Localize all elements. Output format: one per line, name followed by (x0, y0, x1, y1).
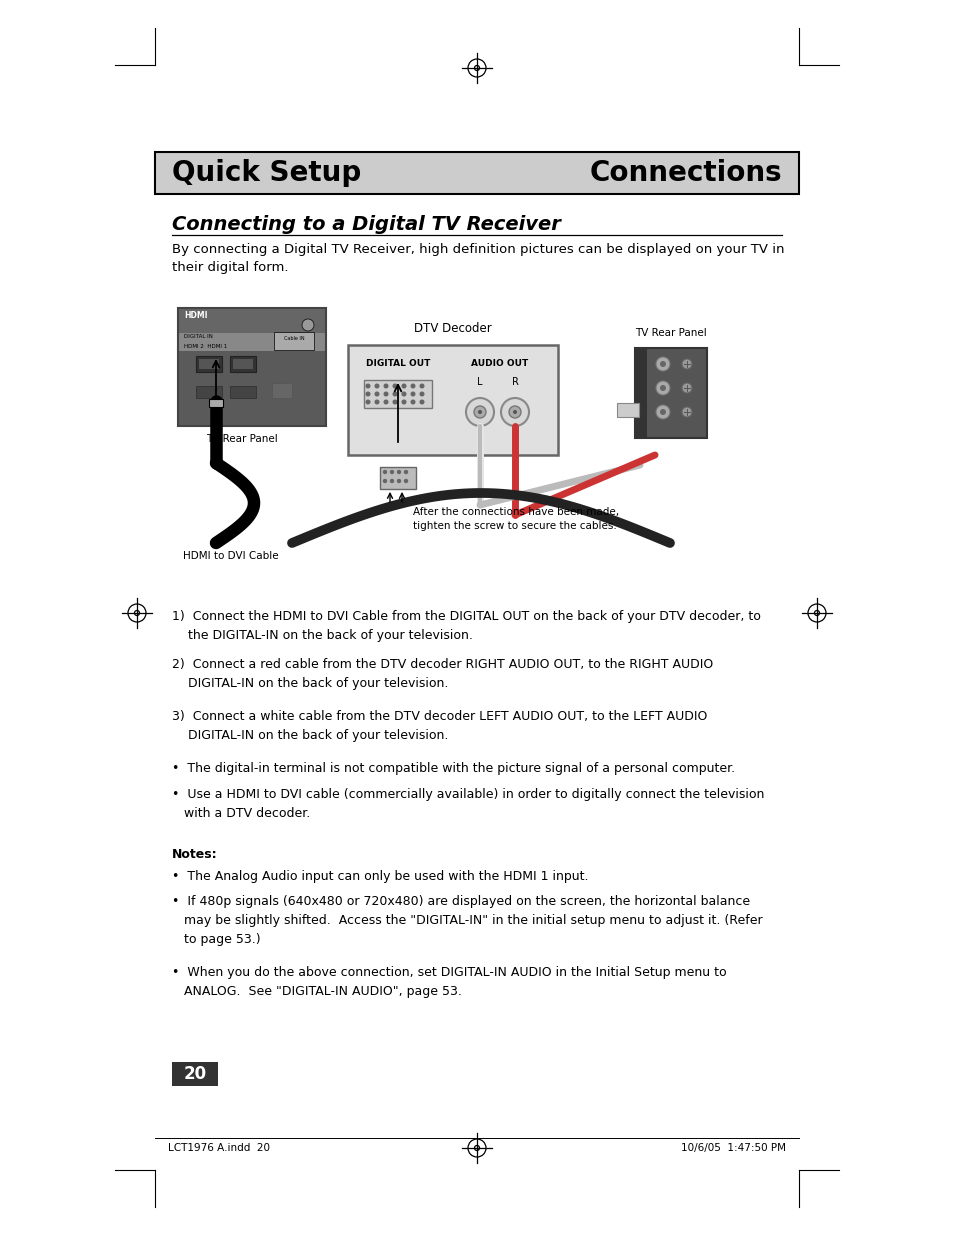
Circle shape (411, 384, 415, 388)
Text: By connecting a Digital TV Receiver, high definition pictures can be displayed o: By connecting a Digital TV Receiver, hig… (172, 243, 783, 274)
Circle shape (383, 479, 386, 483)
Text: AUDIO OUT: AUDIO OUT (471, 359, 528, 368)
Circle shape (465, 398, 494, 426)
Circle shape (659, 385, 665, 391)
Bar (172, 1062, 218, 1086)
Bar (154, 152, 799, 194)
Text: •  When you do the above connection, set DIGITAL-IN AUDIO in the Initial Setup m: • When you do the above connection, set … (172, 966, 726, 998)
Circle shape (375, 393, 378, 395)
Text: HDMI: HDMI (184, 311, 208, 321)
Circle shape (681, 383, 691, 393)
Bar (199, 359, 219, 369)
Text: 1)  Connect the HDMI to DVI Cable from the DIGITAL OUT on the back of your DTV d: 1) Connect the HDMI to DVI Cable from th… (172, 610, 760, 642)
Bar (233, 359, 253, 369)
Circle shape (393, 400, 396, 404)
Circle shape (419, 400, 423, 404)
Circle shape (402, 384, 405, 388)
Bar (364, 380, 432, 408)
Circle shape (411, 400, 415, 404)
Circle shape (656, 405, 669, 419)
Circle shape (390, 471, 393, 473)
Bar (178, 308, 326, 333)
Circle shape (411, 393, 415, 395)
Circle shape (393, 393, 396, 395)
Bar (635, 348, 646, 438)
Text: 10/6/05  1:47:50 PM: 10/6/05 1:47:50 PM (680, 1144, 785, 1153)
Circle shape (656, 357, 669, 370)
Bar (274, 332, 314, 350)
Bar (646, 348, 706, 438)
Text: DIGITAL IN: DIGITAL IN (184, 335, 213, 340)
Bar (617, 403, 639, 417)
Circle shape (366, 393, 370, 395)
Bar (178, 308, 326, 426)
Text: Cable IN: Cable IN (283, 336, 304, 341)
Circle shape (474, 406, 485, 417)
Circle shape (513, 410, 517, 414)
Text: •  The Analog Audio input can only be used with the HDMI 1 input.: • The Analog Audio input can only be use… (172, 869, 588, 883)
Text: 3)  Connect a white cable from the DTV decoder LEFT AUDIO OUT, to the LEFT AUDIO: 3) Connect a white cable from the DTV de… (172, 710, 706, 742)
Text: Connections: Connections (589, 159, 781, 186)
Circle shape (366, 400, 370, 404)
Circle shape (366, 384, 370, 388)
Text: 2)  Connect a red cable from the DTV decoder RIGHT AUDIO OUT, to the RIGHT AUDIO: 2) Connect a red cable from the DTV deco… (172, 658, 713, 690)
Circle shape (384, 400, 387, 404)
Circle shape (390, 479, 393, 483)
Circle shape (375, 384, 378, 388)
Bar (178, 351, 326, 426)
Text: TV Rear Panel: TV Rear Panel (635, 329, 706, 338)
Text: LCT1976 A.indd  20: LCT1976 A.indd 20 (168, 1144, 270, 1153)
Bar (195, 387, 222, 398)
Circle shape (419, 393, 423, 395)
Text: R: R (511, 377, 517, 387)
Circle shape (397, 471, 400, 473)
Bar (379, 467, 416, 489)
Circle shape (393, 384, 396, 388)
Bar (635, 348, 706, 438)
Circle shape (419, 384, 423, 388)
Bar (178, 333, 326, 351)
Text: •  The digital-in terminal is not compatible with the picture signal of a person: • The digital-in terminal is not compati… (172, 762, 735, 776)
Circle shape (404, 471, 407, 473)
Text: HDMI 2  HDMI 1: HDMI 2 HDMI 1 (184, 343, 227, 348)
Circle shape (384, 393, 387, 395)
Text: Connecting to a Digital TV Receiver: Connecting to a Digital TV Receiver (172, 215, 560, 233)
Circle shape (383, 471, 386, 473)
Bar (230, 356, 255, 372)
Circle shape (656, 382, 669, 395)
Circle shape (659, 409, 665, 415)
Circle shape (402, 393, 405, 395)
Text: Notes:: Notes: (172, 848, 217, 861)
Circle shape (375, 400, 378, 404)
Circle shape (509, 406, 520, 417)
Circle shape (302, 319, 314, 331)
Bar (348, 345, 558, 454)
Circle shape (477, 410, 481, 414)
Bar (195, 356, 222, 372)
Bar (272, 383, 292, 398)
Text: DIGITAL OUT: DIGITAL OUT (365, 359, 430, 368)
Text: After the connections have been made,
tighten the screw to secure the cables.: After the connections have been made, ti… (413, 508, 618, 531)
Bar (209, 399, 223, 408)
Circle shape (384, 384, 387, 388)
Text: HDMI to DVI Cable: HDMI to DVI Cable (183, 551, 278, 561)
Circle shape (681, 408, 691, 417)
Circle shape (397, 479, 400, 483)
Text: 20: 20 (183, 1065, 207, 1083)
Circle shape (681, 359, 691, 369)
Text: •  Use a HDMI to DVI cable (commercially available) in order to digitally connec: • Use a HDMI to DVI cable (commercially … (172, 788, 763, 820)
Circle shape (659, 361, 665, 367)
Circle shape (404, 479, 407, 483)
Circle shape (402, 400, 405, 404)
Text: L: L (476, 377, 482, 387)
Text: TV Rear Panel: TV Rear Panel (206, 433, 277, 445)
Text: Quick Setup: Quick Setup (172, 159, 361, 186)
Text: •  If 480p signals (640x480 or 720x480) are displayed on the screen, the horizon: • If 480p signals (640x480 or 720x480) a… (172, 895, 761, 946)
Circle shape (500, 398, 529, 426)
Bar (230, 387, 255, 398)
Text: DTV Decoder: DTV Decoder (414, 322, 492, 335)
